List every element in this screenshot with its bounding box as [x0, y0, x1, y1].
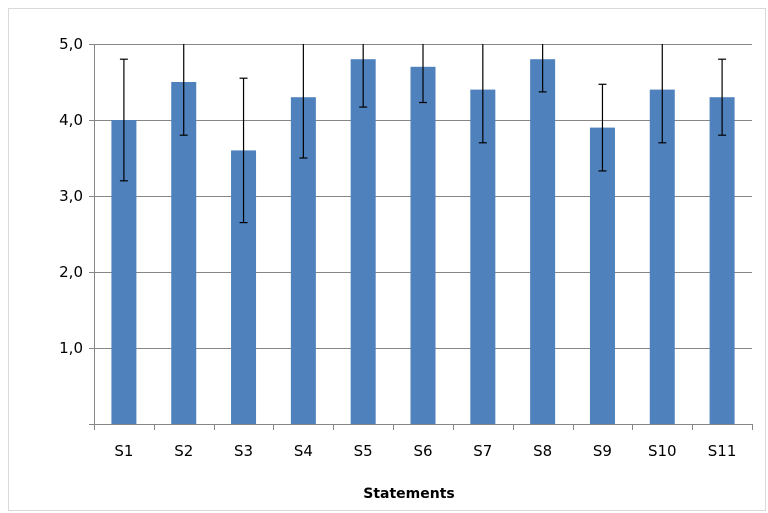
x-tick-label: S6 — [413, 442, 432, 460]
y-tick-label: 1,0 — [59, 339, 83, 357]
error-bar-s6 — [419, 44, 427, 104]
bar-s7 — [470, 89, 496, 424]
bar-s6 — [410, 66, 436, 425]
bar-s8 — [530, 59, 556, 424]
x-tick-label: S2 — [174, 442, 193, 460]
error-bar-s4 — [299, 44, 308, 159]
error-bars — [119, 44, 727, 224]
error-bar-s9 — [598, 83, 607, 172]
error-bar-s8 — [538, 44, 547, 93]
axes — [89, 44, 753, 430]
error-bar-s11 — [718, 58, 727, 136]
error-bar-s1 — [119, 58, 128, 182]
error-bar-s3 — [239, 77, 248, 224]
x-tick-label: S1 — [114, 442, 133, 460]
bar-s2 — [171, 82, 197, 424]
y-tick-label: 2,0 — [59, 263, 83, 281]
y-tick-label: 4,0 — [59, 111, 83, 129]
error-bar-s10 — [658, 44, 667, 144]
y-tick-labels: 1,0 2,0 3,0 4,0 5,0 — [59, 35, 83, 357]
bar-s9 — [589, 127, 615, 424]
x-tick-label: S8 — [533, 442, 552, 460]
x-tick-label: S10 — [648, 442, 677, 460]
y-tick-label: 3,0 — [59, 187, 83, 205]
error-bar-s2 — [179, 44, 188, 136]
x-tick-label: S11 — [708, 442, 737, 460]
x-tick-labels: S1 S2 S3 S4 S5 S6 S7 S8 S9 S10 S11 — [114, 442, 736, 460]
y-tick-label: 5,0 — [59, 35, 83, 53]
x-tick-label: S4 — [294, 442, 313, 460]
bar-s11 — [709, 97, 735, 424]
bars — [111, 59, 735, 425]
x-tick-label: S3 — [234, 442, 253, 460]
error-bar-s7 — [478, 44, 487, 144]
x-tick-label: S7 — [473, 442, 492, 460]
bar-s10 — [649, 89, 675, 424]
bar-s5 — [350, 59, 376, 424]
x-tick-label: S5 — [354, 442, 373, 460]
x-axis-title: Statements — [363, 486, 455, 502]
error-bar-s5 — [359, 44, 368, 108]
x-tick-label: S9 — [593, 442, 612, 460]
